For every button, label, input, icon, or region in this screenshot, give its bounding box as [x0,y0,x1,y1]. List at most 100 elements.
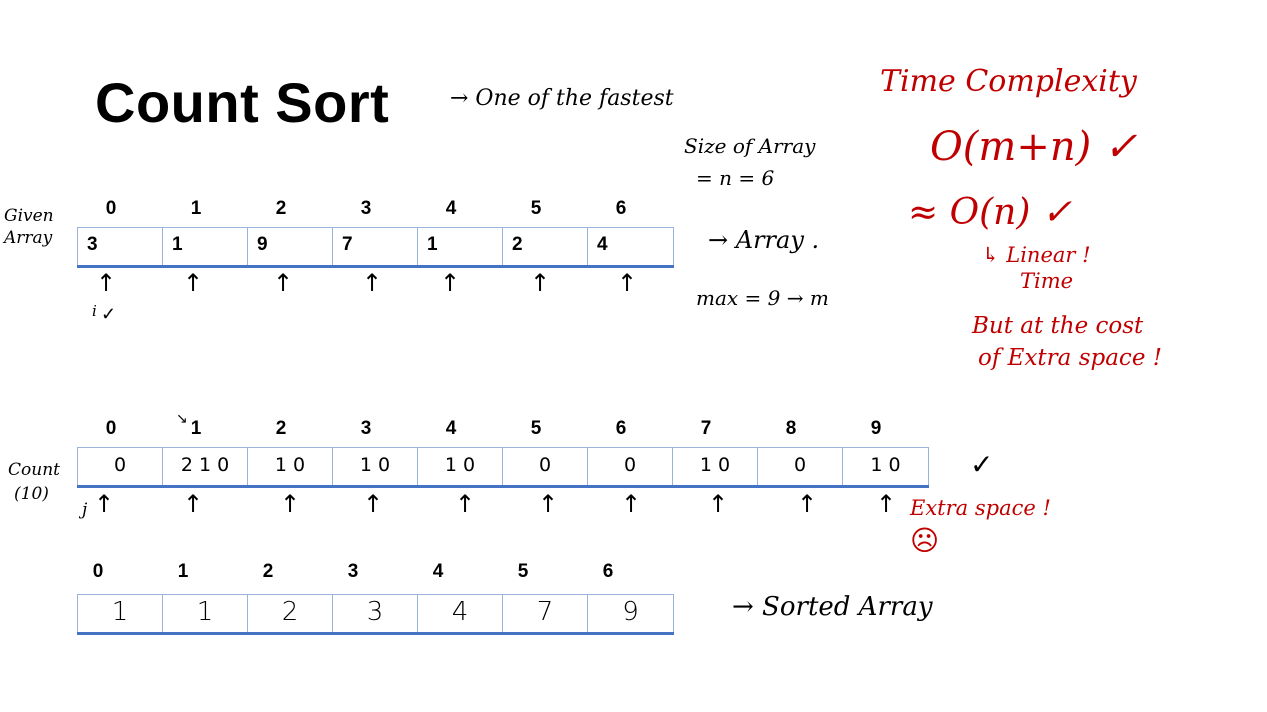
count-index: 1 [190,418,202,439]
given-value: 4 [597,234,608,255]
sorted-value: 7 [536,597,554,627]
count-array-label: Count (10) [8,458,60,506]
count-index: 4 [445,418,457,439]
count-value: 1 0 [699,454,731,476]
count-cell: 0 [757,448,842,485]
complexity-formula-2: ≈ O(n) ✓ [908,192,1073,233]
up-arrow-icon: ↑ [797,490,818,518]
count-index: 7 [700,418,712,439]
given-index: 2 [275,198,287,219]
sorted-index: 1 [177,561,189,582]
sorted-array-note: → Sorted Array [732,592,933,622]
count-value: 2 1 0 [180,454,230,476]
extra-space-cost-note: But at the cost of Extra space ! [972,310,1162,374]
count-index: 3 [360,418,372,439]
given-indices: 0 1 2 3 4 5 6 [68,198,688,224]
check-icon: ✓ [970,449,994,480]
count-label-line-1: Count [8,460,60,480]
given-value: 1 [172,234,183,255]
given-label-line-2: Array [4,228,53,248]
up-arrow-icon: ↑ [530,269,551,297]
sorted-cell: 2 [247,595,332,632]
linear-note-line-1: ↳ Linear ! [982,243,1091,267]
up-arrow-icon: ↑ [94,490,115,518]
sorted-value: 2 [281,597,299,627]
given-cell: 1 [162,228,247,265]
up-arrow-icon: ↑ [362,269,383,297]
extra-space-note: Extra space ! [910,496,1051,520]
size-note: Size of Array = n = 6 [684,130,815,194]
sorted-cell: 4 [417,595,502,632]
sorted-cell: 1 [77,595,162,632]
count-value: 1 0 [359,454,391,476]
given-index: 5 [530,198,542,219]
sorted-index: 5 [517,561,529,582]
count-cell: 0 [77,448,162,485]
count-cell: 2 1 0 [162,448,247,485]
page-title: Count Sort [95,71,390,134]
cost-note-line-2: of Extra space ! [978,345,1162,371]
sorted-indices: 0 1 2 3 4 5 6 [55,561,675,587]
count-index: 6 [615,418,627,439]
max-note: max = 9 → m [696,286,829,310]
count-value: 0 [113,454,127,476]
up-arrow-icon: ↑ [621,490,642,518]
given-label-line-1: Given [4,206,54,226]
sad-face-icon: ☹ [910,525,940,556]
sorted-value: 1 [111,597,129,627]
count-index: 0 [105,418,117,439]
up-arrow-icon: ↑ [183,269,204,297]
given-value: 1 [427,234,438,255]
count-cell: 1 0 [417,448,502,485]
sorted-cell: 7 [502,595,587,632]
sorted-index: 2 [262,561,274,582]
given-array: 3 1 9 7 1 2 4 [77,227,674,268]
cost-note-line-1: But at the cost [972,313,1144,339]
given-value: 3 [87,234,98,255]
count-value: 0 [538,454,552,476]
given-index: 0 [105,198,117,219]
sorted-index: 6 [602,561,614,582]
count-cell: 0 [587,448,672,485]
sorted-value: 1 [196,597,214,627]
given-index: 1 [190,198,202,219]
sorted-index: 0 [92,561,104,582]
given-index: 6 [615,198,627,219]
given-cell: 3 [77,228,162,265]
up-arrow-icon: ↑ [273,269,294,297]
complexity-formula-1: O(m+n) ✓ [930,124,1138,170]
check-icon: ✓ [101,304,117,324]
time-complexity-heading: Time Complexity [880,64,1137,99]
count-label-line-2: (10) [14,484,49,504]
size-note-line-2: = n = 6 [696,166,775,190]
sorted-array: 1 1 2 3 4 7 9 [77,594,674,635]
given-cell: 1 [417,228,502,265]
up-arrow-icon: ↑ [96,269,117,297]
given-cell: 2 [502,228,587,265]
size-note-line-1: Size of Array [684,134,816,158]
up-arrow-icon: ↑ [455,490,476,518]
sorted-index: 4 [432,561,444,582]
count-cell: 1 0 [332,448,417,485]
given-cell: 4 [587,228,674,265]
count-index: 8 [785,418,797,439]
up-arrow-icon: ↑ [876,490,897,518]
given-value: 9 [257,234,268,255]
given-index: 3 [360,198,372,219]
count-cell: 1 0 [842,448,929,485]
pointer-j: j [82,500,88,520]
up-arrow-icon: ↑ [617,269,638,297]
given-index: 4 [445,198,457,219]
count-value: 1 0 [274,454,306,476]
sorted-cell: 9 [587,595,674,632]
count-index: 2 [275,418,287,439]
up-arrow-icon: ↑ [708,490,729,518]
up-arrow-icon: ↑ [440,269,461,297]
count-array: 0 2 1 0 1 0 1 0 1 0 0 0 1 0 0 1 0 [77,447,929,488]
sorted-value: 4 [451,597,469,627]
count-value: 1 0 [444,454,476,476]
given-value: 2 [512,234,523,255]
count-index: 9 [870,418,882,439]
pointer-hook-icon: ↘ [176,410,188,426]
array-note: → Array . [708,226,820,254]
